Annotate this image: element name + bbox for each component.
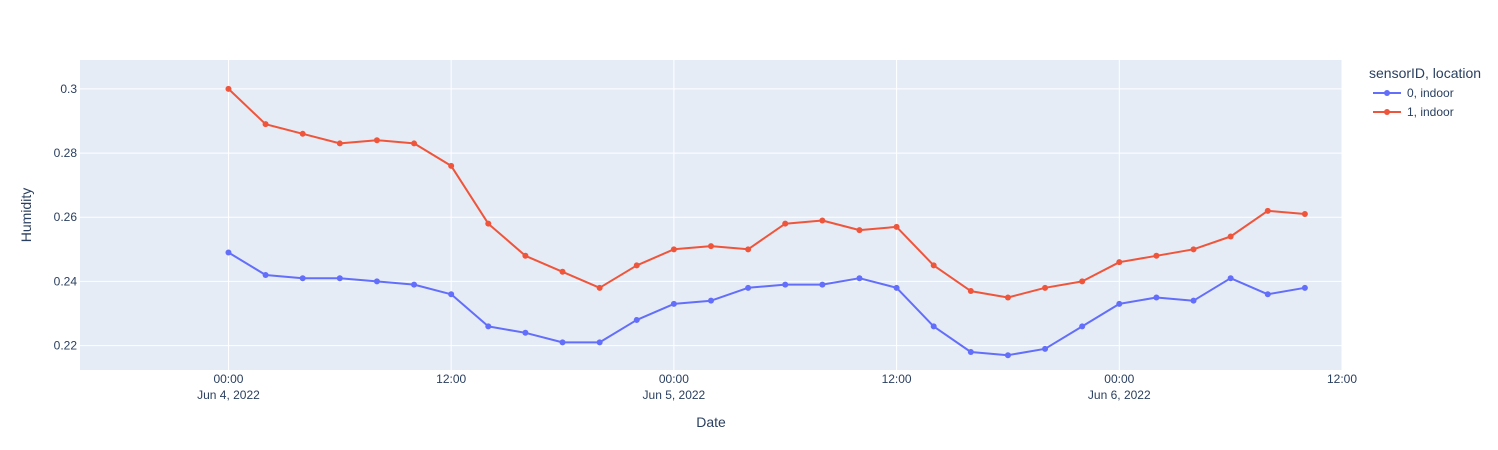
data-point[interactable] bbox=[448, 162, 455, 169]
x-tick-date-label: Jun 6, 2022 bbox=[1088, 388, 1151, 402]
y-axis-title: Humidity bbox=[18, 188, 34, 242]
legend-item[interactable]: 0, indoor bbox=[1373, 86, 1454, 100]
x-tick-label: 00:00 bbox=[659, 372, 689, 386]
y-tick-label: 0.22 bbox=[54, 339, 78, 353]
legend-label: 0, indoor bbox=[1407, 86, 1454, 100]
data-point[interactable] bbox=[299, 130, 306, 137]
data-point[interactable] bbox=[596, 339, 603, 346]
legend-title: sensorID, location bbox=[1369, 65, 1481, 81]
data-point[interactable] bbox=[745, 246, 752, 253]
data-point[interactable] bbox=[893, 284, 900, 291]
data-point[interactable] bbox=[522, 252, 529, 259]
y-tick-label: 0.26 bbox=[54, 210, 78, 224]
data-point[interactable] bbox=[1264, 207, 1271, 214]
y-tick-label: 0.3 bbox=[60, 82, 77, 96]
x-tick-date-label: Jun 4, 2022 bbox=[197, 388, 260, 402]
data-point[interactable] bbox=[299, 275, 306, 282]
legend-label: 1, indoor bbox=[1407, 105, 1454, 119]
data-point[interactable] bbox=[1190, 297, 1197, 304]
data-point[interactable] bbox=[782, 281, 789, 288]
series-line bbox=[227, 251, 1306, 357]
data-point[interactable] bbox=[1190, 246, 1197, 253]
data-point[interactable] bbox=[1301, 284, 1308, 291]
data-point[interactable] bbox=[893, 223, 900, 230]
data-point[interactable] bbox=[596, 284, 603, 291]
axis-ticks: 0.22 0.24 0.26 0.28 0.3 00:00 Jun 4, 2022 12:00… bbox=[54, 82, 1358, 402]
legend-marker-icon bbox=[1384, 90, 1390, 96]
data-point[interactable] bbox=[559, 339, 566, 346]
data-point[interactable] bbox=[1004, 294, 1011, 301]
x-tick-label: 12:00 bbox=[882, 372, 912, 386]
data-point[interactable] bbox=[930, 262, 937, 269]
y-tick-label: 0.24 bbox=[54, 274, 78, 288]
data-point[interactable] bbox=[485, 220, 492, 227]
data-point[interactable] bbox=[373, 278, 380, 285]
data-point[interactable] bbox=[411, 281, 418, 288]
data-point[interactable] bbox=[1264, 291, 1271, 298]
plot-area bbox=[80, 60, 1342, 370]
data-point[interactable] bbox=[225, 85, 232, 92]
data-series bbox=[225, 85, 1308, 359]
data-point[interactable] bbox=[1153, 252, 1160, 259]
x-tick-label: 00:00 bbox=[1104, 372, 1134, 386]
data-point[interactable] bbox=[1042, 345, 1049, 352]
data-point[interactable] bbox=[262, 121, 269, 128]
data-point[interactable] bbox=[856, 275, 863, 282]
data-point[interactable] bbox=[1079, 278, 1086, 285]
data-point[interactable] bbox=[1153, 294, 1160, 301]
data-point[interactable] bbox=[967, 349, 974, 356]
data-point[interactable] bbox=[708, 243, 714, 250]
data-point[interactable] bbox=[782, 220, 789, 227]
data-point[interactable] bbox=[336, 275, 343, 282]
data-point[interactable] bbox=[448, 291, 455, 298]
data-point[interactable] bbox=[819, 281, 826, 288]
data-point[interactable] bbox=[1079, 323, 1086, 330]
x-tick-label: 12:00 bbox=[436, 372, 466, 386]
legend: sensorID, location 0, indoor 1, indoor bbox=[1369, 65, 1481, 119]
data-point[interactable] bbox=[336, 140, 343, 147]
data-point[interactable] bbox=[485, 323, 492, 330]
data-point[interactable] bbox=[708, 297, 714, 304]
data-point[interactable] bbox=[967, 288, 974, 295]
legend-marker-icon bbox=[1384, 109, 1390, 115]
data-point[interactable] bbox=[225, 249, 232, 256]
data-point[interactable] bbox=[633, 316, 640, 323]
x-tick-label: 12:00 bbox=[1327, 372, 1357, 386]
gridlines bbox=[80, 60, 1343, 370]
data-point[interactable] bbox=[373, 137, 380, 144]
data-point[interactable] bbox=[559, 268, 566, 275]
data-point[interactable] bbox=[745, 284, 752, 291]
x-axis-title: Date bbox=[696, 414, 726, 430]
data-point[interactable] bbox=[1116, 300, 1123, 307]
data-point[interactable] bbox=[670, 300, 677, 307]
data-point[interactable] bbox=[856, 227, 863, 234]
series-0 bbox=[225, 249, 1308, 359]
series-1 bbox=[225, 85, 1308, 301]
x-tick-label: 00:00 bbox=[213, 372, 243, 386]
data-point[interactable] bbox=[819, 217, 826, 224]
data-point[interactable] bbox=[1116, 259, 1123, 266]
data-point[interactable] bbox=[411, 140, 418, 147]
series-line bbox=[227, 88, 1305, 299]
data-point[interactable] bbox=[1227, 233, 1234, 240]
data-point[interactable] bbox=[1301, 211, 1308, 218]
data-point[interactable] bbox=[930, 323, 937, 330]
data-point[interactable] bbox=[262, 272, 269, 279]
data-point[interactable] bbox=[1227, 275, 1234, 282]
y-tick-label: 0.28 bbox=[54, 146, 78, 160]
x-tick-date-label: Jun 5, 2022 bbox=[643, 388, 706, 402]
data-point[interactable] bbox=[670, 246, 677, 253]
data-point[interactable] bbox=[1042, 284, 1049, 291]
data-point[interactable] bbox=[522, 329, 529, 336]
legend-item[interactable]: 1, indoor bbox=[1373, 105, 1454, 119]
data-point[interactable] bbox=[633, 262, 640, 269]
data-point[interactable] bbox=[1004, 352, 1011, 359]
